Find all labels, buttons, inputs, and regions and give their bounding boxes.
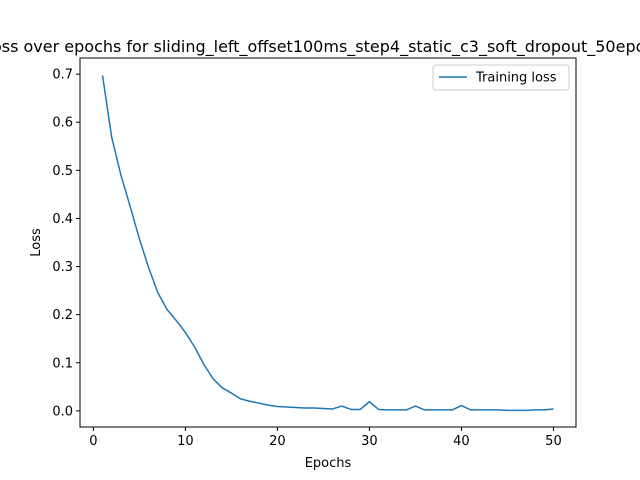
series-line-0 [101, 75, 554, 412]
x-tick-label: 40 [453, 434, 470, 449]
legend: Training loss [432, 64, 570, 91]
x-tick-label: 30 [361, 434, 378, 449]
x-axis-ticks: 0 10 20 30 40 50 [89, 427, 562, 449]
y-axis-ticks: 0.0 0.1 0.2 0.3 0.4 0.5 0.6 0.7 [52, 68, 80, 419]
plot-frame [79, 57, 577, 428]
x-tick-label: 10 [177, 434, 194, 449]
x-axis-title: Epochs [305, 456, 352, 471]
y-tick-label: 0.7 [52, 68, 73, 83]
plot-background [80, 58, 576, 427]
y-axis-title: Loss [29, 228, 44, 257]
legend-label: Training loss [475, 71, 557, 86]
y-tick-label: 0.2 [52, 308, 73, 323]
x-tick-label: 0 [89, 434, 97, 449]
x-tick-label: 50 [545, 434, 562, 449]
y-tick-label: 0.6 [52, 116, 73, 131]
plot-area [80, 58, 576, 427]
y-tick-label: 0.4 [52, 212, 73, 227]
series-layer [101, 75, 554, 412]
chart-title: Loss over epochs for sliding_left_offset… [0, 37, 640, 57]
y-tick-label: 0.0 [52, 404, 73, 419]
x-tick-label: 20 [269, 434, 286, 449]
legend-box [432, 64, 570, 91]
y-tick-label: 0.3 [52, 260, 73, 275]
y-tick-label: 0.5 [52, 164, 73, 179]
y-tick-label: 0.1 [52, 356, 73, 371]
